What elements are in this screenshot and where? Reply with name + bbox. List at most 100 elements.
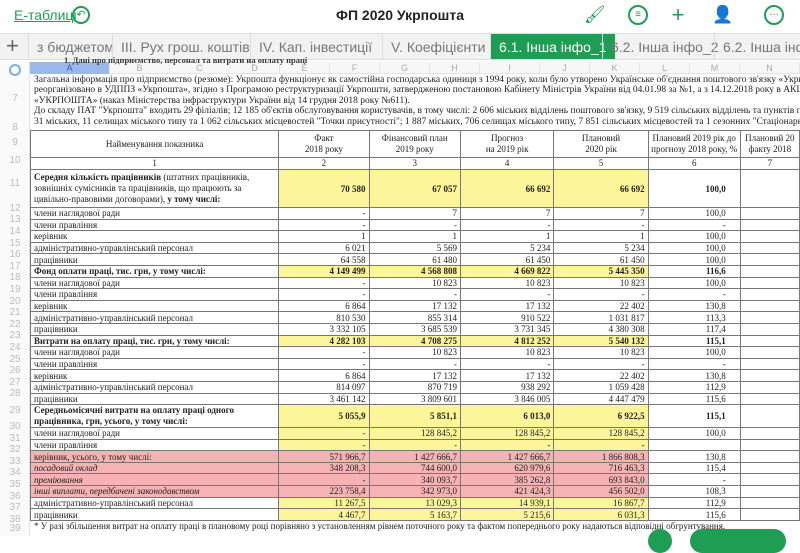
value-cell[interactable]: 1 427 666,7	[459, 450, 555, 463]
value-cell[interactable]: -	[459, 218, 555, 232]
row-label[interactable]: працівники	[29, 322, 280, 336]
value-cell-empty[interactable]	[739, 218, 800, 232]
value-cell[interactable]: 115,4	[647, 461, 741, 475]
row-label[interactable]: преміювання	[29, 473, 280, 487]
value-cell[interactable]: 910 522	[459, 311, 555, 324]
value-cell[interactable]: 855 314	[368, 311, 461, 324]
value-cell[interactable]: -	[459, 357, 555, 371]
value-cell[interactable]: 7	[459, 207, 555, 220]
column-header-h[interactable]: H	[430, 62, 480, 74]
value-cell-empty[interactable]	[739, 496, 800, 510]
value-cell[interactable]: 66 692	[459, 169, 555, 208]
value-cell[interactable]: 340 093,7	[368, 473, 461, 487]
value-cell[interactable]: 870 719	[368, 380, 461, 394]
row-number[interactable]: 16	[9, 249, 21, 261]
value-cell[interactable]: 10 823	[368, 346, 461, 359]
value-cell[interactable]: 7	[553, 207, 649, 220]
value-cell[interactable]: 223 758,4	[278, 485, 370, 498]
value-cell[interactable]: -	[278, 207, 370, 220]
value-cell[interactable]: -	[647, 357, 741, 371]
value-cell[interactable]: 3 332 105	[278, 322, 370, 336]
row-label[interactable]: працівники	[29, 508, 280, 521]
value-cell[interactable]: 4 708 275	[368, 334, 461, 348]
row-label[interactable]: керівник	[29, 299, 280, 313]
value-cell-empty[interactable]	[739, 322, 800, 336]
value-cell[interactable]: 6 021	[278, 241, 370, 255]
tab-other-info-1[interactable]: 6.1. Інша інфо_1	[490, 34, 615, 59]
value-cell-empty[interactable]	[739, 230, 800, 243]
value-cell-empty[interactable]	[739, 207, 800, 220]
value-cell[interactable]: 115,6	[647, 392, 741, 406]
value-cell-empty[interactable]	[739, 392, 800, 406]
value-cell[interactable]: 130,8	[647, 369, 741, 382]
row-number[interactable]: 11	[9, 178, 21, 189]
value-cell[interactable]: 14 939,1	[459, 496, 555, 510]
value-cell[interactable]: 64 558	[278, 253, 370, 266]
row-label[interactable]: Середньомісячні витрати на оплату праці …	[29, 404, 280, 429]
value-cell[interactable]: 100,0	[647, 427, 741, 440]
column-header-n[interactable]: N	[740, 62, 800, 74]
value-cell[interactable]: 4 568 808	[368, 264, 461, 278]
row-number[interactable]: 22	[9, 318, 21, 330]
value-cell[interactable]: 3 685 539	[368, 322, 461, 336]
value-cell[interactable]: 1	[278, 230, 370, 243]
column-header-i[interactable]: I	[480, 62, 540, 74]
value-cell[interactable]: 66 692	[553, 169, 649, 208]
row-number[interactable]: 35	[9, 479, 21, 490]
value-cell[interactable]: -	[278, 218, 370, 232]
value-cell-empty[interactable]	[739, 380, 800, 394]
value-cell[interactable]: -	[278, 288, 370, 301]
value-cell-empty[interactable]	[739, 288, 800, 301]
filter-icon[interactable]: ≡	[628, 5, 648, 25]
collaborate-icon[interactable]: 👤	[712, 5, 734, 24]
value-cell[interactable]: -	[647, 288, 741, 301]
add-sheet-icon[interactable]: +	[6, 33, 19, 58]
value-cell[interactable]: 4 380 308	[553, 322, 649, 336]
value-cell[interactable]: 130,8	[647, 450, 741, 463]
value-cell[interactable]: 10 823	[368, 276, 461, 290]
value-cell[interactable]: 130,8	[647, 299, 741, 313]
row-number[interactable]: 25	[9, 353, 21, 365]
row-label[interactable]: члени правління	[29, 438, 280, 452]
value-cell[interactable]: -	[278, 276, 370, 290]
value-cell-empty[interactable]	[739, 253, 800, 266]
value-cell[interactable]: 10 823	[553, 346, 649, 359]
row-number[interactable]: 14	[9, 226, 21, 237]
value-cell[interactable]: 5 163,7	[368, 508, 461, 521]
value-cell[interactable]: 5 569	[368, 241, 461, 255]
value-cell-empty[interactable]	[739, 461, 800, 475]
value-cell[interactable]: 3 731 345	[459, 322, 555, 336]
row-number[interactable]: 31	[9, 432, 21, 444]
value-cell[interactable]: 571 966,7	[278, 450, 370, 463]
value-cell[interactable]: 61 450	[459, 253, 555, 266]
value-cell[interactable]: -	[647, 473, 741, 487]
select-all-handle[interactable]	[9, 64, 21, 76]
column-header-b[interactable]: B	[110, 62, 170, 74]
row-label[interactable]: члени правління	[29, 288, 280, 301]
value-cell-empty[interactable]	[739, 169, 800, 208]
row-label[interactable]: адміністративно-управлінський персонал	[29, 496, 280, 510]
value-cell[interactable]: 421 424,3	[459, 485, 555, 498]
plus-icon[interactable]: +	[671, 2, 685, 27]
tab-budget[interactable]: з бюджетом	[28, 34, 122, 59]
value-cell[interactable]: 17 132	[368, 299, 461, 313]
value-cell[interactable]: 10 823	[459, 346, 555, 359]
row-number[interactable]: 39	[9, 523, 21, 534]
value-cell[interactable]: 16 867,7	[553, 496, 649, 510]
value-cell[interactable]: 3 846 005	[459, 392, 555, 406]
column-header-g[interactable]: G	[380, 62, 430, 74]
value-cell[interactable]: 4 149 499	[278, 264, 370, 278]
value-cell[interactable]: 100,0	[647, 346, 741, 359]
value-cell[interactable]: 693 843,0	[553, 473, 649, 487]
value-cell[interactable]: -	[368, 357, 461, 371]
row-number[interactable]: 32	[9, 444, 21, 456]
value-cell-empty[interactable]	[739, 299, 800, 313]
value-cell[interactable]: 17 132	[459, 369, 555, 382]
value-cell[interactable]: 814 097	[278, 380, 370, 394]
value-cell-empty[interactable]	[739, 508, 800, 521]
value-cell-empty[interactable]	[739, 450, 800, 463]
value-cell[interactable]: 4 447 479	[553, 392, 649, 406]
value-cell[interactable]: 4 282 103	[278, 334, 370, 348]
value-cell[interactable]: 112,9	[647, 496, 741, 510]
back-to-spreadsheets-link[interactable]: Е-таблиці	[14, 7, 77, 23]
